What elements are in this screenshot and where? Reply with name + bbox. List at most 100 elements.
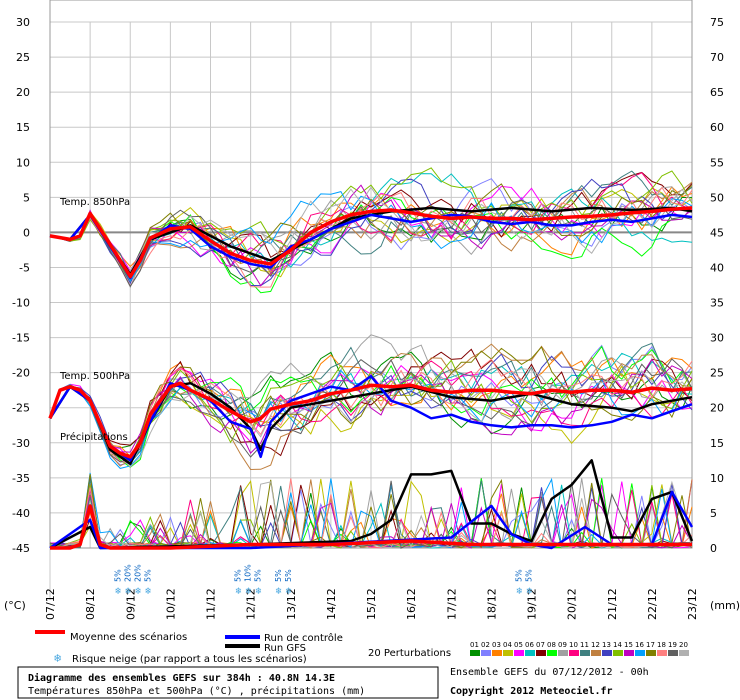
perturbation-swatch <box>679 650 689 656</box>
x-tick-label: 07/12 <box>44 588 57 620</box>
perturbation-swatch <box>569 650 579 656</box>
y-left-tick: 15 <box>16 121 30 134</box>
y-right-tick: 45 <box>710 226 724 239</box>
perturbation-id: 19 <box>668 641 677 649</box>
y-right-tick: 0 <box>710 542 717 555</box>
perturbation-id: 02 <box>481 641 490 649</box>
footer-copyright: Copyright 2012 Meteociel.fr <box>450 685 613 697</box>
y-right-tick: 20 <box>710 402 724 415</box>
y-left-tick: 10 <box>16 156 30 169</box>
x-tick-label: 11/12 <box>205 588 218 620</box>
perturbation-swatch <box>613 650 623 656</box>
snow-risk-value: 5% <box>274 569 283 582</box>
y-right-tick: 15 <box>710 437 724 450</box>
x-tick-label: 16/12 <box>405 588 418 620</box>
perturbation-9-precip <box>49 478 693 549</box>
perturbation-id: 14 <box>613 641 622 649</box>
legend: Moyenne des scénarios Run de contrôle Ru… <box>35 630 689 665</box>
snow-risk-value: 5% <box>234 569 243 582</box>
series-0-precip <box>50 504 692 550</box>
x-tick-label: 15/12 <box>365 588 378 620</box>
y-right-tick: 5 <box>710 507 717 520</box>
snowflake-icon: ❄ <box>276 586 283 597</box>
perturbation-id: 12 <box>591 641 600 649</box>
x-tick-label: 18/12 <box>485 588 498 620</box>
x-tick-label: 12/12 <box>245 588 258 620</box>
y-left-tick: -35 <box>12 472 30 485</box>
snowflake-icon: ❄ <box>246 586 253 597</box>
perturbation-17-precip <box>49 474 693 549</box>
y-right-tick: 25 <box>710 367 724 380</box>
perturbation-swatch <box>668 650 678 656</box>
perturbation-swatch <box>635 650 645 656</box>
y-right-tick: 50 <box>710 191 724 204</box>
perturbation-swatch <box>481 650 491 656</box>
footer-title: Diagramme des ensembles GEFS sur 384h : … <box>28 672 335 684</box>
snow-risk-value: 20% <box>123 564 132 582</box>
footer-box <box>17 666 439 699</box>
snow-risk-value: 5% <box>113 569 122 582</box>
perturbation-swatch <box>591 650 601 656</box>
y-left-tick: -45 <box>12 542 30 555</box>
perturbation-6-t850 <box>49 173 693 273</box>
x-tick-label: 21/12 <box>606 588 619 620</box>
snow-risk-value: 5% <box>254 569 263 582</box>
perturbation-swatch <box>547 650 557 656</box>
perturbation-15-t850 <box>49 184 693 287</box>
series-0-t850 <box>49 206 693 279</box>
perturbation-14-t850 <box>49 167 693 282</box>
snowflake-icon: ❄ <box>256 586 263 597</box>
snow-risk-value: 20% <box>133 564 142 582</box>
x-tick-label: 09/12 <box>124 588 137 620</box>
left-axis-ticks: 30 25 20 15 10 5 0 -5 -10 -15 -20 -25 -30 -35 -40 -45 <box>12 16 30 555</box>
y-right-tick: 75 <box>710 16 724 29</box>
y-right-tick: 60 <box>710 121 724 134</box>
perturbation-id: 16 <box>635 641 644 649</box>
y-left-tick: 20 <box>16 86 30 99</box>
perturbation-id: 13 <box>602 641 611 649</box>
x-tick-label: 14/12 <box>325 588 338 620</box>
perturbation-lines <box>49 167 693 549</box>
perturbation-id: 11 <box>580 641 589 649</box>
perturbation-id: 20 <box>679 641 688 649</box>
snowflake-icon: ❄ <box>125 586 132 597</box>
snow-risk-markers: 5%❄20%❄20%❄5%❄5%❄10%❄5%❄5%❄5%❄5%❄5%❄ <box>113 564 533 597</box>
y-right-tick: 35 <box>710 297 724 310</box>
perturbation-11-t850 <box>49 170 693 278</box>
footer-subtitle: Températures 850hPa et 500hPa (°C) , pré… <box>28 685 365 697</box>
y-left-tick: 25 <box>16 51 30 64</box>
snowflake-icon: ❄ <box>115 586 122 597</box>
perturbation-id: 10 <box>569 641 578 649</box>
perturbation-swatches: 01 02 03 04 05 06 07 08 09 10 11 12 13 14 15 16 17 18 19 20 <box>470 641 689 656</box>
y-left-tick: 5 <box>23 191 30 204</box>
perturbation-id: 01 <box>470 641 479 649</box>
snow-risk-value: 10% <box>244 564 253 582</box>
main-series <box>48 206 694 550</box>
x-tick-label: 10/12 <box>164 588 177 620</box>
snowflake-icon: ❄ <box>517 586 524 597</box>
y-right-tick: 40 <box>710 261 724 274</box>
snowflake-icon: ❄ <box>527 586 534 597</box>
snow-risk-value: 5% <box>525 569 534 582</box>
perturbation-20-t500 <box>49 368 693 468</box>
y-right-tick: 30 <box>710 332 724 345</box>
y-right-tick: 55 <box>710 156 724 169</box>
x-tick-label: 20/12 <box>566 588 579 620</box>
y-left-tick: 30 <box>16 16 30 29</box>
perturbation-17-t850 <box>49 183 693 276</box>
perturbation-id: 09 <box>558 641 567 649</box>
y-left-tick: -10 <box>12 297 30 310</box>
perturbation-id: 17 <box>646 641 655 649</box>
legend-perturbations-label: 20 Perturbations <box>368 648 451 659</box>
snowflake-icon: ❄ <box>145 586 152 597</box>
perturbation-17-t500 <box>49 346 693 459</box>
perturbation-id: 18 <box>657 641 666 649</box>
perturbation-id: 04 <box>503 641 512 649</box>
perturbation-id: 06 <box>525 641 534 649</box>
perturbation-id: 07 <box>536 641 545 649</box>
perturbation-swatch <box>558 650 568 656</box>
panel-label-t500: Temp. 500hPa <box>59 371 130 382</box>
x-tick-label: 08/12 <box>84 588 97 620</box>
perturbation-swatch <box>657 650 667 656</box>
